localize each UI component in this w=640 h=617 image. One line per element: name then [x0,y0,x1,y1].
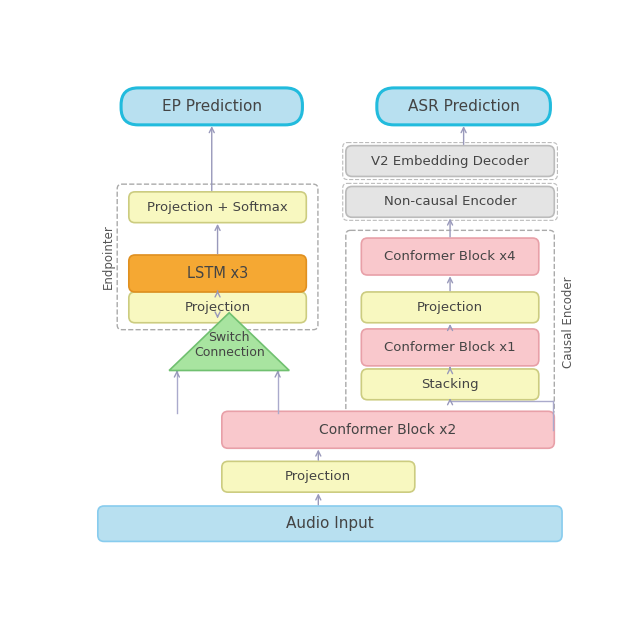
Text: Projection: Projection [417,301,483,314]
Text: Non-causal Encoder: Non-causal Encoder [384,196,516,209]
Text: Audio Input: Audio Input [286,516,374,531]
Text: EP Prediction: EP Prediction [162,99,262,114]
FancyBboxPatch shape [222,412,554,449]
Text: Causal Encoder: Causal Encoder [562,276,575,368]
FancyBboxPatch shape [362,238,539,275]
FancyBboxPatch shape [222,462,415,492]
Text: Conformer Block x1: Conformer Block x1 [384,341,516,354]
FancyBboxPatch shape [362,369,539,400]
Text: Projection + Softmax: Projection + Softmax [147,201,288,213]
FancyBboxPatch shape [377,88,550,125]
FancyBboxPatch shape [362,292,539,323]
Text: Conformer Block x4: Conformer Block x4 [384,250,516,263]
Text: Endpointer: Endpointer [102,225,115,289]
FancyBboxPatch shape [121,88,303,125]
Text: Stacking: Stacking [421,378,479,391]
FancyBboxPatch shape [98,506,562,542]
FancyBboxPatch shape [129,192,307,223]
Text: Projection: Projection [285,470,351,483]
Text: LSTM x3: LSTM x3 [187,266,248,281]
FancyBboxPatch shape [346,186,554,217]
Text: V2 Embedding Decoder: V2 Embedding Decoder [371,154,529,168]
Text: ASR Prediction: ASR Prediction [408,99,520,114]
FancyBboxPatch shape [362,329,539,366]
FancyBboxPatch shape [346,146,554,176]
FancyBboxPatch shape [129,255,307,292]
Text: Switch
Connection: Switch Connection [194,331,264,358]
Polygon shape [169,313,289,370]
Text: Conformer Block x2: Conformer Block x2 [319,423,457,437]
FancyBboxPatch shape [129,292,307,323]
Text: Projection: Projection [184,301,251,314]
